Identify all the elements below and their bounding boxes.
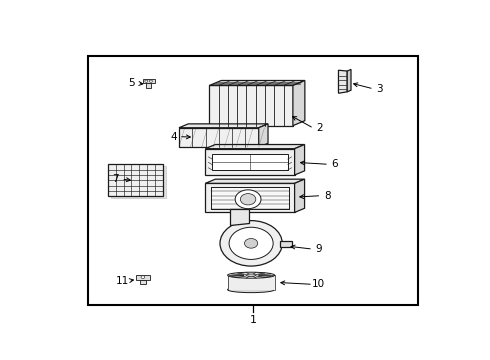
Text: 8: 8: [324, 191, 330, 201]
Polygon shape: [111, 166, 166, 198]
Text: 2: 2: [316, 123, 323, 133]
Polygon shape: [205, 179, 305, 183]
Polygon shape: [293, 81, 305, 126]
Circle shape: [145, 80, 148, 82]
Circle shape: [240, 194, 256, 205]
Text: 9: 9: [316, 244, 322, 254]
Polygon shape: [205, 149, 294, 175]
Circle shape: [220, 221, 282, 266]
Text: 6: 6: [331, 159, 338, 169]
Polygon shape: [294, 179, 305, 212]
Polygon shape: [205, 144, 305, 149]
Bar: [212, 154, 288, 170]
Polygon shape: [147, 84, 151, 88]
Circle shape: [245, 239, 258, 248]
Polygon shape: [280, 240, 292, 247]
Text: 10: 10: [312, 279, 325, 289]
Ellipse shape: [227, 272, 275, 278]
Text: 5: 5: [128, 78, 135, 89]
Polygon shape: [259, 124, 268, 147]
Ellipse shape: [227, 287, 275, 293]
Text: 1: 1: [249, 315, 257, 325]
Polygon shape: [209, 85, 293, 126]
Polygon shape: [209, 81, 305, 85]
Polygon shape: [179, 124, 268, 128]
Bar: [211, 187, 289, 208]
Bar: [227, 275, 275, 290]
Polygon shape: [143, 79, 155, 84]
Ellipse shape: [246, 274, 256, 276]
Circle shape: [235, 190, 261, 209]
Polygon shape: [140, 280, 146, 284]
Polygon shape: [179, 128, 259, 147]
Polygon shape: [205, 183, 294, 212]
Bar: [88, 56, 418, 305]
Circle shape: [149, 80, 152, 82]
Polygon shape: [294, 144, 305, 175]
Polygon shape: [230, 209, 249, 225]
Circle shape: [141, 276, 145, 279]
Polygon shape: [339, 70, 347, 93]
Text: 11: 11: [116, 276, 129, 286]
Bar: [108, 165, 163, 196]
Polygon shape: [347, 69, 351, 92]
Text: 4: 4: [170, 132, 176, 141]
Circle shape: [229, 227, 273, 260]
Text: 7: 7: [112, 174, 119, 184]
Text: 3: 3: [376, 84, 383, 94]
Polygon shape: [136, 275, 150, 280]
